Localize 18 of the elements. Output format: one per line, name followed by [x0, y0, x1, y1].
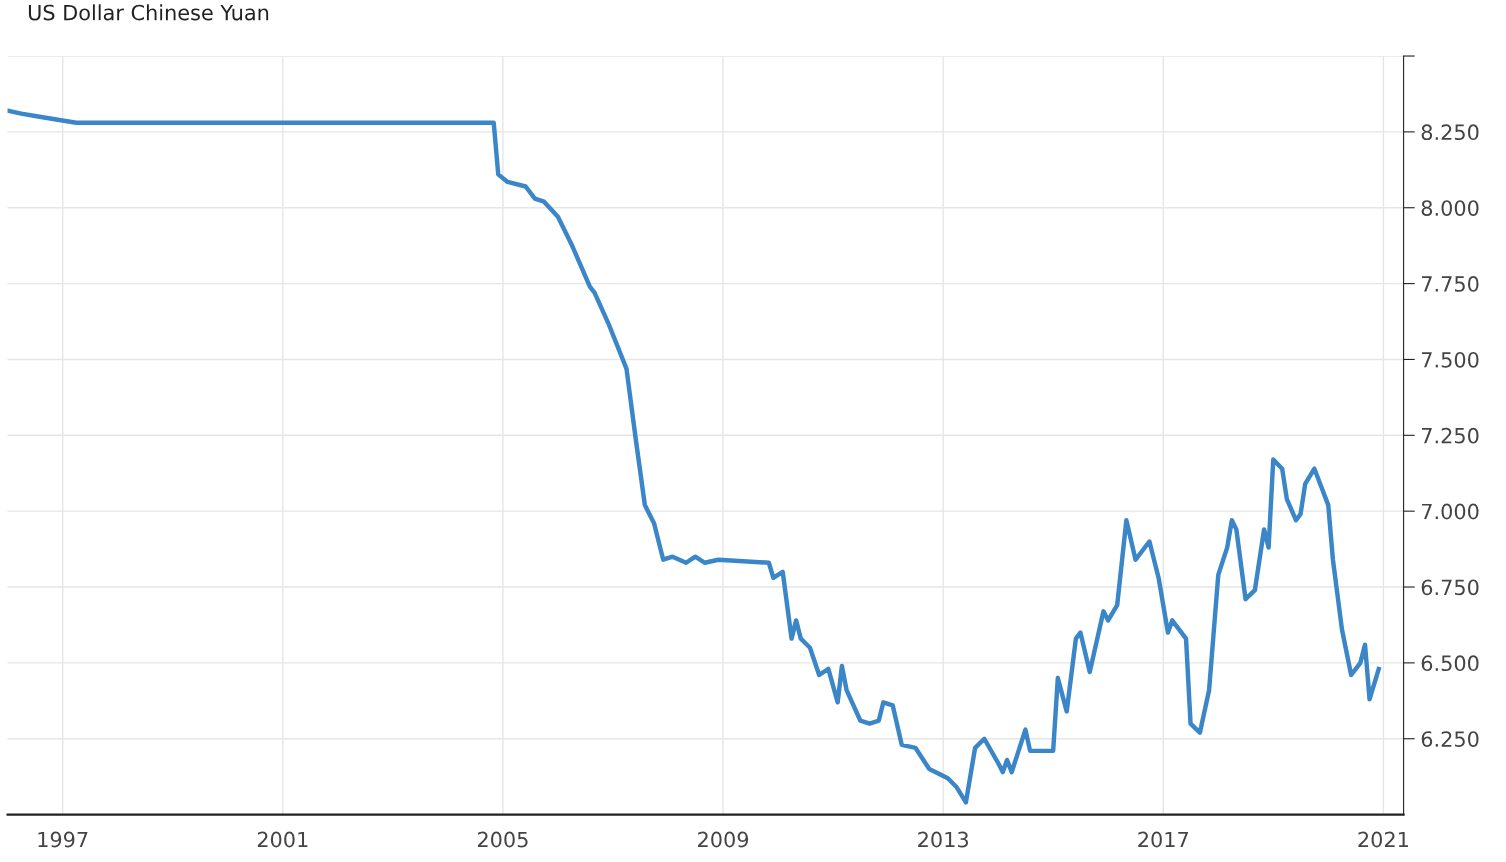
y-tick-label: 7.750: [1421, 276, 1479, 292]
y-tick-label: 7.250: [1421, 427, 1479, 444]
y-tick-label: 6.750: [1421, 579, 1479, 596]
x-tick-label: 2021: [1358, 831, 1408, 848]
y-tick-label: 8.250: [1421, 124, 1479, 141]
x-tick-label: 2005: [477, 831, 528, 848]
x-tick-label: 1997: [38, 831, 88, 848]
chart-title: US Dollar Chinese Yuan: [28, 4, 269, 21]
y-tick-label: 7.000: [1421, 503, 1479, 520]
y-tick-label: 8.000: [1421, 200, 1479, 216]
y-tick-label: 7.500: [1421, 351, 1479, 368]
y-tick-label: 6.250: [1421, 731, 1479, 747]
x-tick-label: 2001: [257, 831, 308, 848]
x-tick-label: 2013: [918, 831, 968, 848]
x-tick-label: 2017: [1138, 831, 1189, 848]
x-tick-label: 2009: [698, 831, 749, 848]
line-series: [7, 108, 1381, 805]
y-tick-label: 6.500: [1421, 655, 1479, 672]
